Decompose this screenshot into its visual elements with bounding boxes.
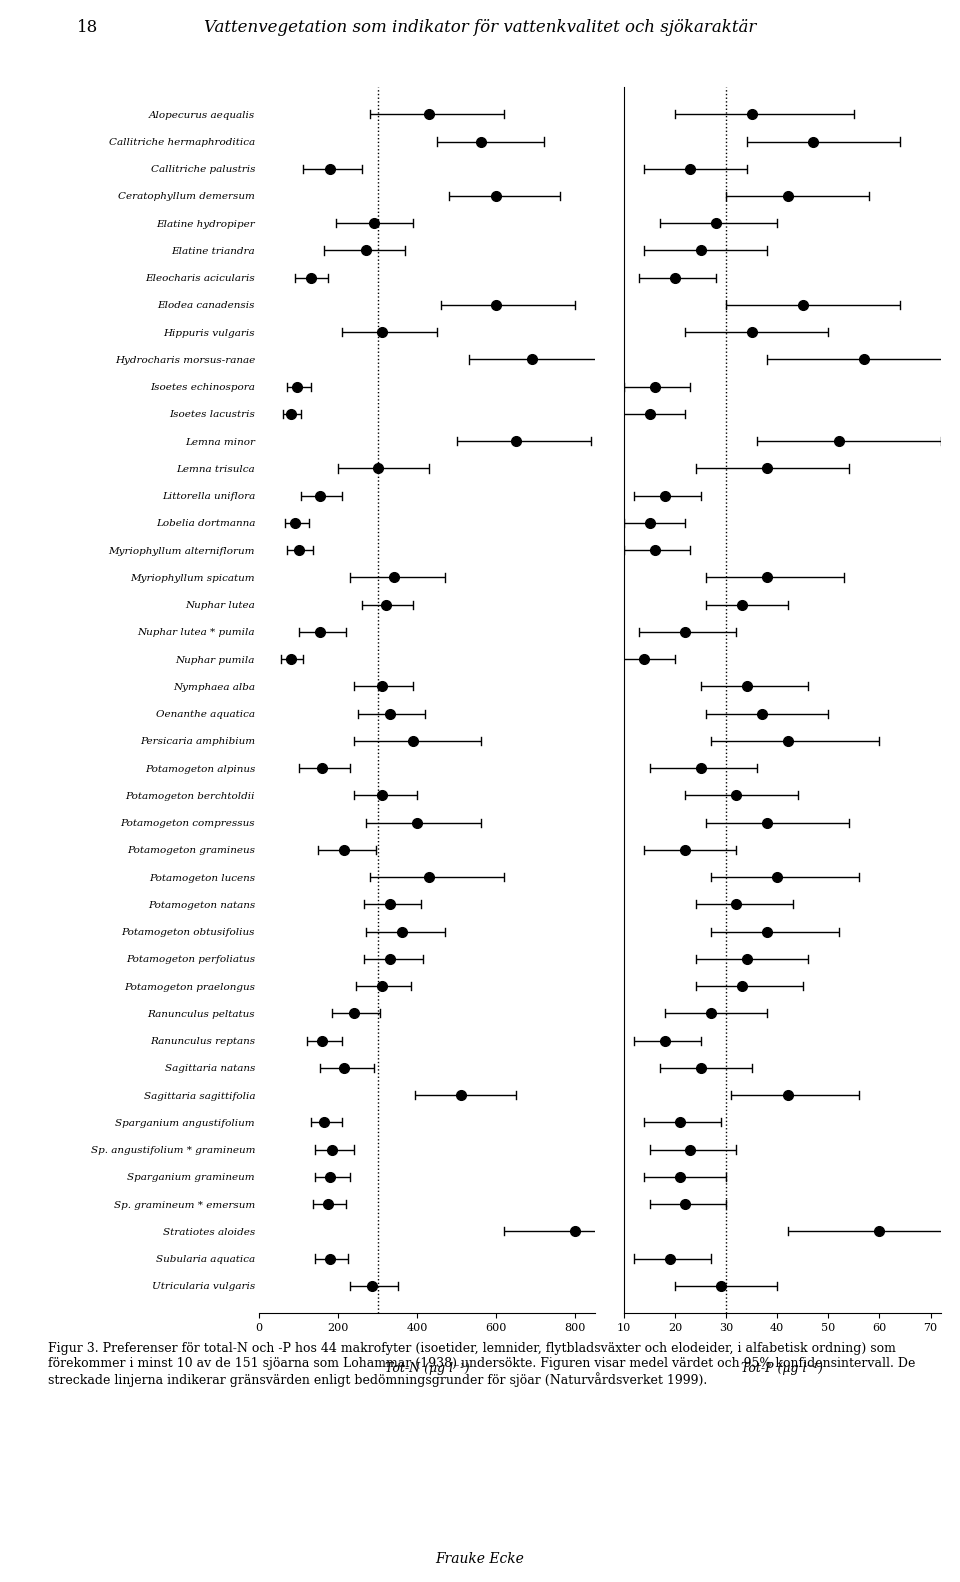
Text: Figur 3. Preferenser för total-N och -P hos 44 makrofyter (isoetider, lemnider, : Figur 3. Preferenser för total-N och -P … — [48, 1342, 916, 1387]
X-axis label: Tot-P (μg l⁻¹): Tot-P (μg l⁻¹) — [741, 1362, 824, 1375]
Text: Vattenvegetation som indikator för vattenkvalitet och sjökaraktär: Vattenvegetation som indikator för vatte… — [204, 19, 756, 36]
Text: Frauke Ecke: Frauke Ecke — [436, 1552, 524, 1566]
Text: 18: 18 — [77, 19, 98, 36]
X-axis label: Tot-N (μg l⁻¹): Tot-N (μg l⁻¹) — [385, 1362, 469, 1375]
